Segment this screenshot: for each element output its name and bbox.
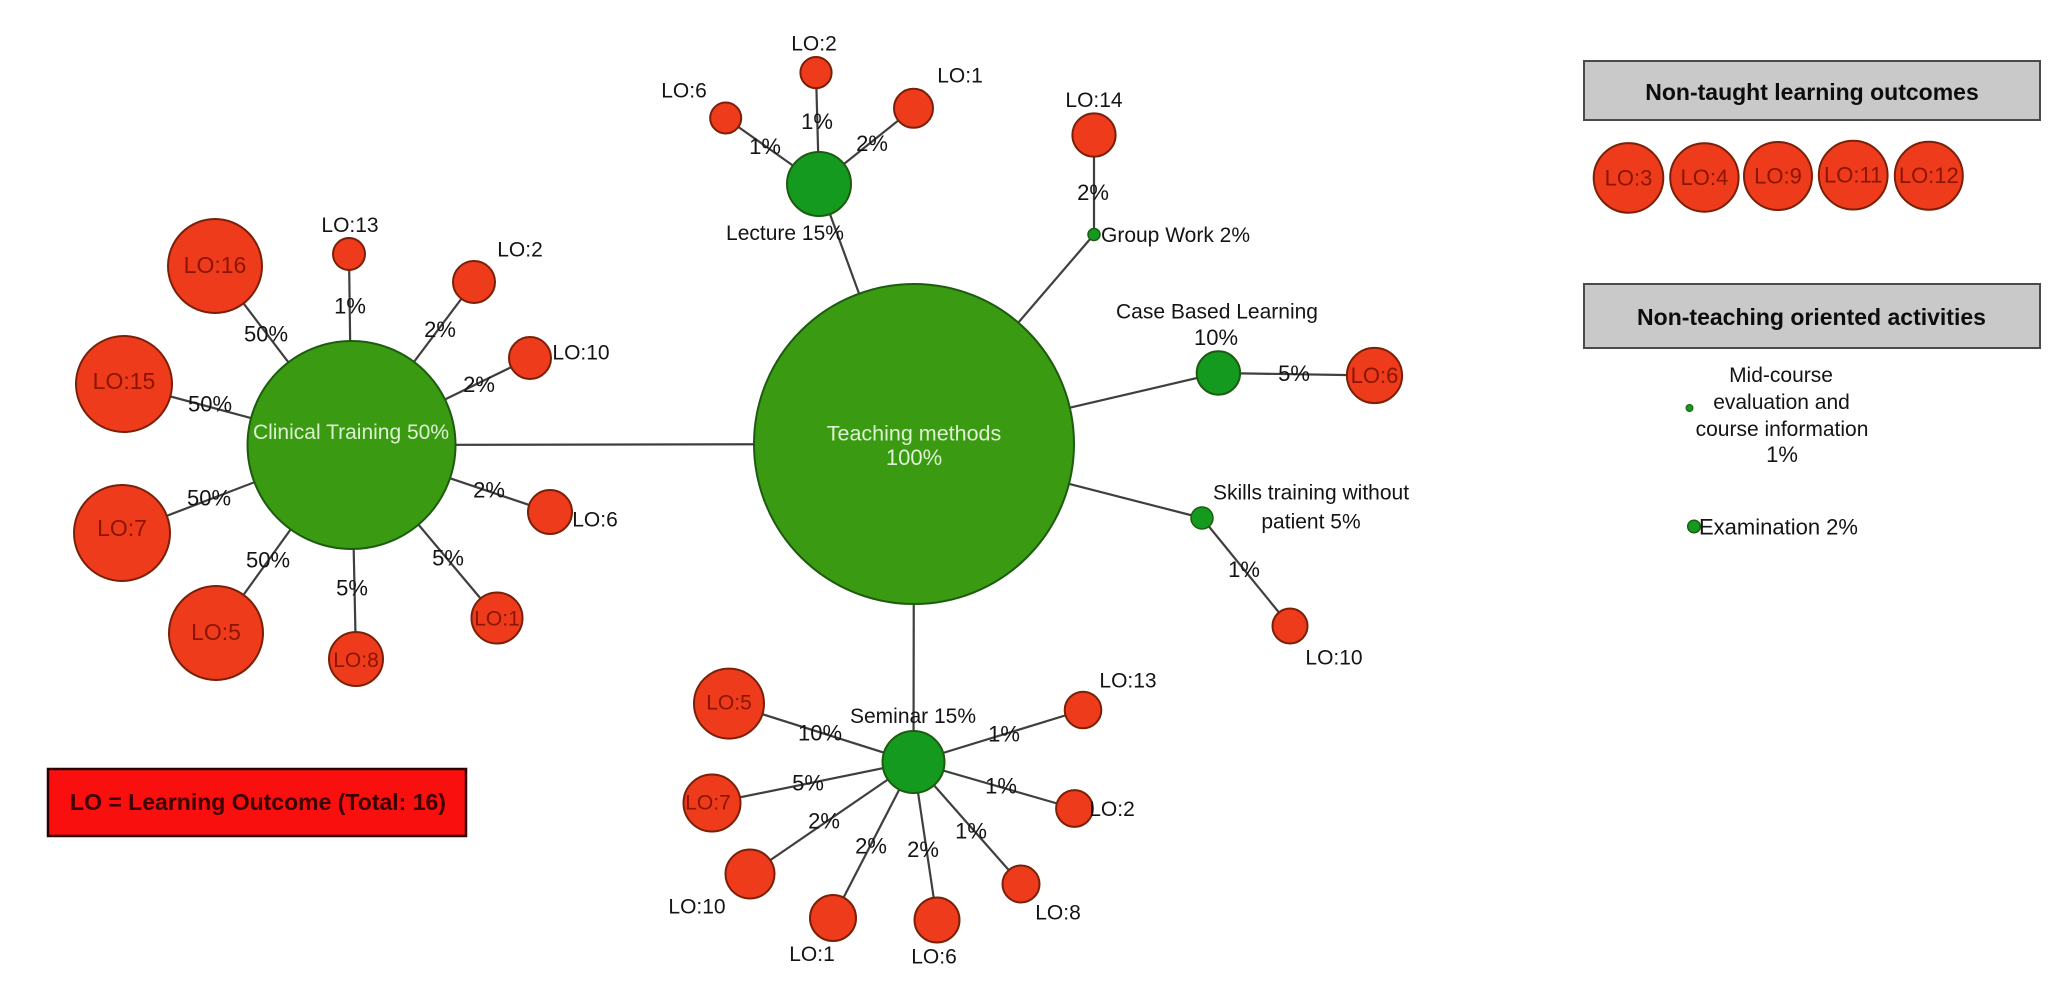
svg-text:Clinical Training 50%: Clinical Training 50%	[253, 421, 449, 444]
svg-text:100%: 100%	[886, 445, 942, 470]
svg-text:LO:7: LO:7	[685, 792, 731, 815]
svg-text:Skills training without: Skills training without	[1213, 482, 1409, 505]
svg-text:LO:6: LO:6	[911, 946, 957, 969]
svg-text:50%: 50%	[188, 392, 232, 417]
svg-text:1%: 1%	[749, 134, 781, 159]
svg-text:LO:5: LO:5	[191, 619, 241, 645]
svg-text:10%: 10%	[798, 721, 842, 746]
svg-text:Seminar 15%: Seminar 15%	[850, 705, 976, 728]
svg-text:patient 5%: patient 5%	[1261, 511, 1360, 534]
svg-text:5%: 5%	[336, 576, 368, 601]
svg-text:50%: 50%	[244, 322, 288, 347]
svg-text:Case Based Learning: Case Based Learning	[1116, 301, 1318, 324]
svg-text:2%: 2%	[473, 478, 505, 503]
svg-text:LO:2: LO:2	[497, 239, 543, 262]
svg-text:LO:13: LO:13	[1099, 670, 1156, 693]
svg-text:Examination 2%: Examination 2%	[1699, 515, 1858, 540]
svg-text:LO:7: LO:7	[97, 515, 147, 541]
svg-text:5%: 5%	[1278, 361, 1310, 386]
svg-text:LO:9: LO:9	[1754, 164, 1802, 189]
svg-text:1%: 1%	[801, 109, 833, 134]
svg-text:50%: 50%	[246, 548, 290, 573]
svg-text:1%: 1%	[1228, 557, 1260, 582]
svg-text:LO:10: LO:10	[1305, 647, 1362, 670]
svg-text:1%: 1%	[1766, 442, 1798, 467]
svg-text:LO:6: LO:6	[572, 509, 618, 532]
svg-text:1%: 1%	[955, 819, 987, 844]
svg-text:2%: 2%	[856, 131, 888, 156]
svg-text:1%: 1%	[988, 722, 1020, 747]
svg-text:LO:8: LO:8	[1035, 902, 1081, 925]
svg-text:2%: 2%	[463, 372, 495, 397]
svg-text:2%: 2%	[1077, 180, 1109, 205]
svg-text:LO:2: LO:2	[1089, 798, 1135, 821]
svg-text:LO:1: LO:1	[937, 65, 983, 88]
svg-text:LO:13: LO:13	[321, 214, 378, 237]
svg-text:Non-taught learning outcomes: Non-taught learning outcomes	[1645, 79, 1979, 105]
svg-text:LO:1: LO:1	[474, 608, 520, 631]
svg-text:LO:11: LO:11	[1824, 163, 1882, 188]
svg-text:5%: 5%	[432, 546, 464, 571]
svg-text:LO:16: LO:16	[184, 252, 247, 278]
svg-text:5%: 5%	[792, 771, 824, 796]
svg-text:2%: 2%	[855, 834, 887, 859]
svg-text:1%: 1%	[334, 294, 366, 319]
svg-text:LO:6: LO:6	[1351, 363, 1399, 388]
svg-text:LO:15: LO:15	[93, 368, 156, 394]
svg-text:LO:6: LO:6	[661, 80, 707, 103]
svg-text:LO:3: LO:3	[1605, 165, 1653, 190]
svg-text:Group Work 2%: Group Work 2%	[1101, 224, 1250, 247]
svg-text:LO:10: LO:10	[668, 896, 725, 919]
svg-text:2%: 2%	[907, 837, 939, 862]
svg-text:LO:2: LO:2	[791, 33, 837, 56]
svg-text:Lecture 15%: Lecture 15%	[726, 222, 844, 245]
svg-text:50%: 50%	[187, 486, 231, 511]
svg-text:Teaching methods: Teaching methods	[827, 422, 1002, 446]
svg-text:LO:1: LO:1	[789, 943, 835, 966]
svg-text:2%: 2%	[808, 809, 840, 834]
svg-text:Non-teaching oriented activiti: Non-teaching oriented activities	[1637, 304, 1986, 330]
svg-text:2%: 2%	[424, 317, 456, 342]
svg-text:1%: 1%	[985, 774, 1017, 799]
svg-text:LO:8: LO:8	[333, 649, 379, 672]
svg-text:10%: 10%	[1194, 325, 1238, 350]
svg-text:course information: course information	[1696, 418, 1869, 441]
svg-text:LO:4: LO:4	[1681, 165, 1729, 190]
svg-text:LO:5: LO:5	[706, 692, 752, 715]
svg-text:evaluation and: evaluation and	[1713, 391, 1850, 414]
svg-text:LO = Learning Outcome (Total:: LO = Learning Outcome (Total: 16)	[70, 789, 446, 815]
svg-text:Mid-course: Mid-course	[1729, 364, 1833, 387]
svg-text:LO:10: LO:10	[552, 342, 609, 365]
svg-text:LO:14: LO:14	[1065, 89, 1123, 112]
svg-text:LO:12: LO:12	[1899, 163, 1959, 188]
